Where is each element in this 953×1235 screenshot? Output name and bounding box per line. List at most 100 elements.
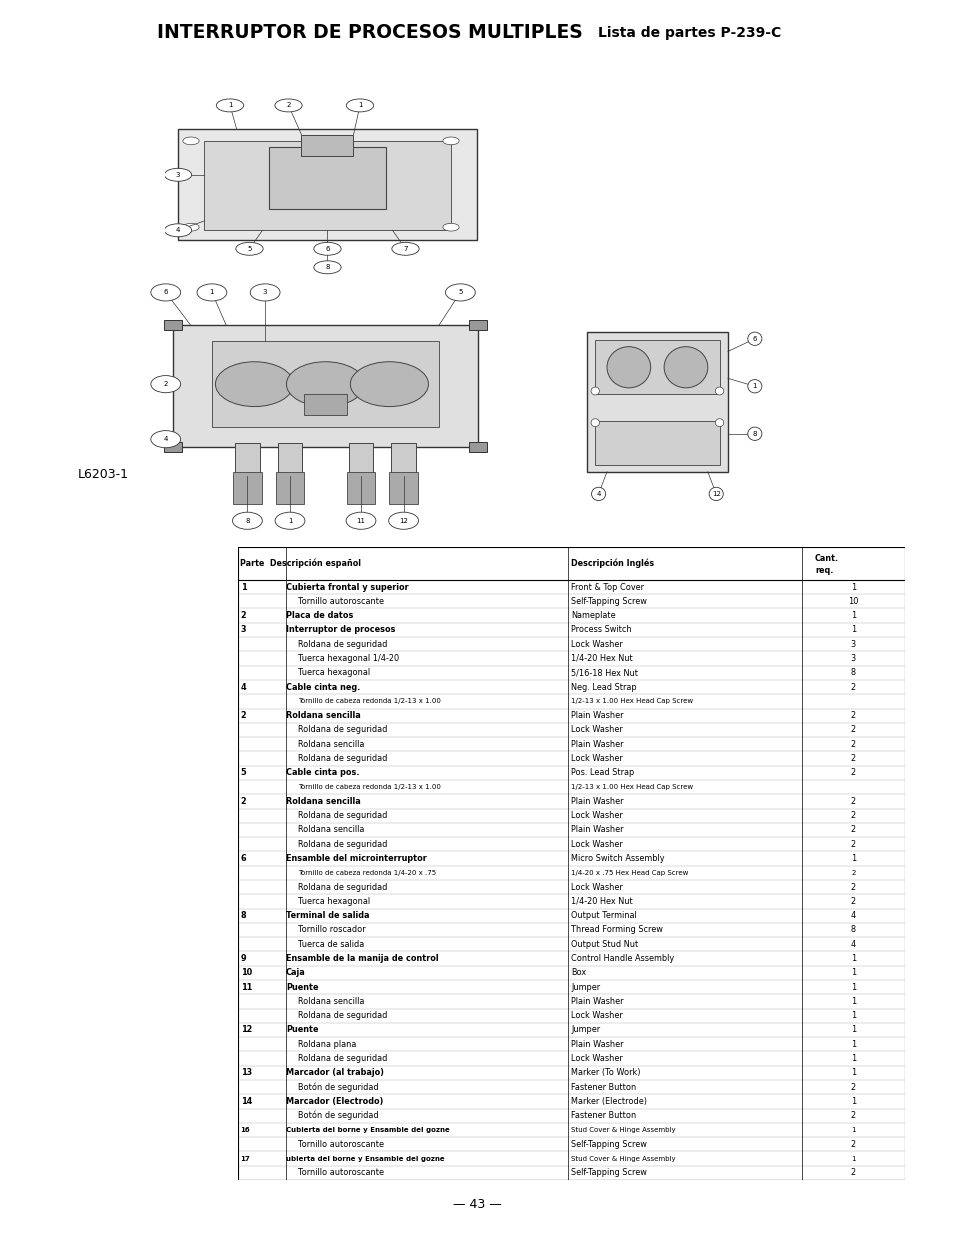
Text: Plain Washer: Plain Washer — [571, 1040, 623, 1049]
Text: 8: 8 — [850, 925, 855, 935]
Text: 6: 6 — [240, 855, 246, 863]
Text: 1: 1 — [850, 855, 855, 863]
Text: 8: 8 — [850, 668, 855, 677]
Circle shape — [715, 419, 723, 426]
Text: 2: 2 — [240, 711, 246, 720]
Circle shape — [183, 137, 199, 144]
Circle shape — [591, 488, 605, 500]
Bar — [301, 135, 354, 157]
Text: 2: 2 — [850, 768, 855, 777]
Text: Cant.: Cant. — [814, 555, 838, 563]
Text: 1: 1 — [850, 1068, 855, 1077]
Text: 4: 4 — [850, 911, 855, 920]
Text: Micro Switch Assembly: Micro Switch Assembly — [571, 855, 664, 863]
Text: Tornillo de cabeza redonda 1/4-20 x .75: Tornillo de cabeza redonda 1/4-20 x .75 — [297, 869, 436, 876]
Text: 2: 2 — [850, 1112, 855, 1120]
Circle shape — [442, 137, 458, 144]
Text: Lock Washer: Lock Washer — [571, 1053, 622, 1063]
Text: Roldana de seguridad: Roldana de seguridad — [297, 725, 387, 735]
Text: 2: 2 — [850, 883, 855, 892]
Text: Roldana sencilla: Roldana sencilla — [286, 711, 360, 720]
Bar — [164, 320, 181, 330]
Text: 2: 2 — [850, 811, 855, 820]
Text: Front & Top Cover: Front & Top Cover — [571, 583, 644, 592]
Text: 2: 2 — [850, 755, 855, 763]
Text: Fastener Button: Fastener Button — [571, 1112, 636, 1120]
Text: Control Handle Assembly: Control Handle Assembly — [571, 955, 674, 963]
Text: — 43 —: — 43 — — [452, 1198, 501, 1212]
Bar — [212, 341, 438, 427]
Circle shape — [346, 99, 374, 112]
Text: 11: 11 — [356, 517, 365, 524]
Text: 1: 1 — [850, 1040, 855, 1049]
Text: Tuerca hexagonal 1/4-20: Tuerca hexagonal 1/4-20 — [297, 655, 398, 663]
Text: Parte  Descripción español: Parte Descripción español — [240, 558, 360, 568]
Text: Botón de seguridad: Botón de seguridad — [297, 1112, 378, 1120]
Text: Roldana sencilla: Roldana sencilla — [297, 825, 364, 835]
Text: 4: 4 — [596, 492, 600, 496]
Text: 9: 9 — [240, 955, 246, 963]
Circle shape — [151, 431, 180, 448]
Bar — [469, 442, 487, 452]
Text: 1: 1 — [850, 1011, 855, 1020]
Text: Marcador (Electrodo): Marcador (Electrodo) — [286, 1097, 383, 1105]
Circle shape — [442, 224, 458, 231]
Text: Box: Box — [571, 968, 586, 977]
Text: Lock Washer: Lock Washer — [571, 755, 622, 763]
Text: 4: 4 — [240, 683, 246, 692]
Text: Plain Washer: Plain Washer — [571, 740, 623, 748]
Text: 16: 16 — [240, 1128, 250, 1132]
Bar — [347, 472, 375, 504]
Text: Tornillo autoroscante: Tornillo autoroscante — [297, 597, 384, 606]
Text: 4: 4 — [175, 227, 180, 233]
Text: 13: 13 — [240, 1068, 252, 1077]
Text: Fastener Button: Fastener Button — [571, 1083, 636, 1092]
Text: 2: 2 — [850, 840, 855, 848]
Text: Marker (Electrode): Marker (Electrode) — [571, 1097, 647, 1105]
Bar — [304, 394, 347, 415]
Text: 1: 1 — [850, 625, 855, 635]
Text: 6: 6 — [163, 289, 168, 295]
Text: Jumper: Jumper — [571, 983, 600, 992]
Bar — [269, 147, 386, 209]
Circle shape — [235, 242, 263, 256]
Text: Tornillo autoroscante: Tornillo autoroscante — [297, 1140, 384, 1149]
Circle shape — [164, 168, 192, 182]
Text: Tuerca hexagonal: Tuerca hexagonal — [297, 897, 370, 906]
Text: Roldana sencilla: Roldana sencilla — [286, 797, 360, 806]
Text: 8: 8 — [752, 431, 757, 437]
Circle shape — [286, 362, 364, 406]
Bar — [234, 443, 259, 475]
Text: Plain Washer: Plain Washer — [571, 997, 623, 1005]
Circle shape — [591, 419, 598, 426]
Text: 2: 2 — [286, 103, 291, 109]
Text: Stud Cover & Hinge Assembly: Stud Cover & Hinge Assembly — [571, 1128, 676, 1132]
Text: 3: 3 — [175, 172, 180, 178]
Bar — [172, 325, 477, 447]
Text: 3: 3 — [850, 640, 855, 648]
Text: Lock Washer: Lock Washer — [571, 640, 622, 648]
Text: Ensamble del microinterruptor: Ensamble del microinterruptor — [286, 855, 426, 863]
Text: Lock Washer: Lock Washer — [571, 883, 622, 892]
Text: 1/4-20 Hex Nut: 1/4-20 Hex Nut — [571, 655, 633, 663]
Text: Roldana de seguridad: Roldana de seguridad — [297, 883, 387, 892]
Text: INTERRUPTOR DE PROCESOS MULTIPLES: INTERRUPTOR DE PROCESOS MULTIPLES — [157, 23, 582, 42]
Circle shape — [663, 347, 707, 388]
Circle shape — [164, 224, 192, 237]
Text: 10: 10 — [847, 597, 858, 606]
Circle shape — [274, 513, 305, 530]
Text: Puente: Puente — [286, 1025, 318, 1035]
Circle shape — [215, 362, 294, 406]
Text: Tornillo de cabeza redonda 1/2-13 x 1.00: Tornillo de cabeza redonda 1/2-13 x 1.00 — [297, 698, 440, 704]
Text: Ensamble de la manija de control: Ensamble de la manija de control — [286, 955, 438, 963]
Bar — [595, 341, 719, 394]
Text: Nameplate: Nameplate — [571, 611, 616, 620]
Text: Placa de datos: Placa de datos — [286, 611, 353, 620]
Text: 12: 12 — [398, 517, 408, 524]
Text: 6: 6 — [325, 246, 330, 252]
Text: 7: 7 — [403, 246, 407, 252]
Text: 2: 2 — [850, 1168, 855, 1177]
Circle shape — [388, 513, 418, 530]
Text: Tornillo de cabeza redonda 1/2-13 x 1.00: Tornillo de cabeza redonda 1/2-13 x 1.00 — [297, 784, 440, 790]
Text: Cable cinta neg.: Cable cinta neg. — [286, 683, 360, 692]
